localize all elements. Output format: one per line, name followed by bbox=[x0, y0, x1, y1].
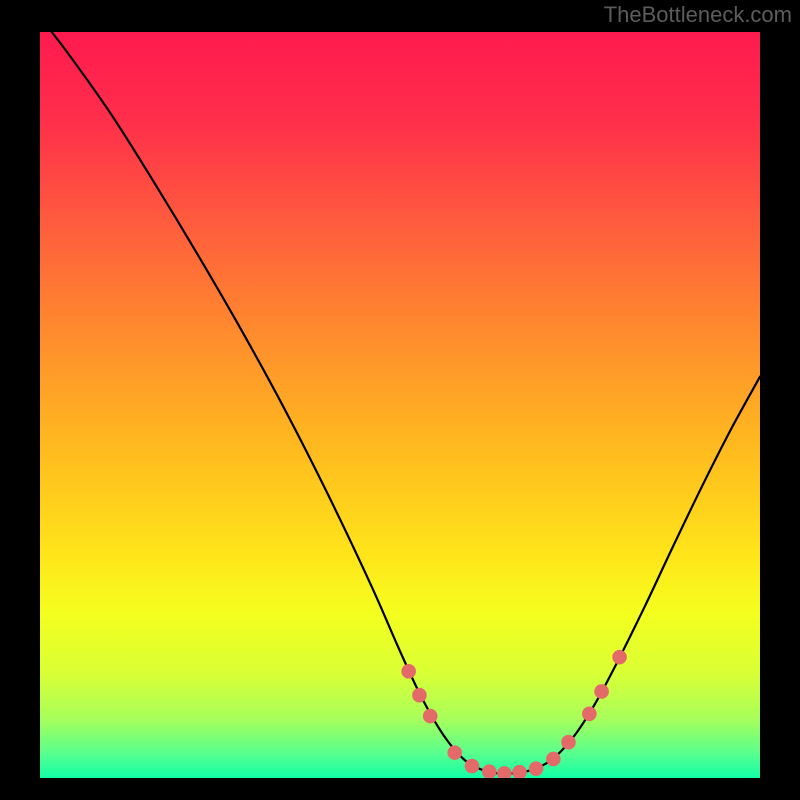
bottleneck-curve-chart bbox=[0, 0, 800, 800]
curve-marker bbox=[612, 650, 627, 665]
curve-marker bbox=[401, 664, 416, 679]
curve-marker bbox=[447, 745, 462, 760]
chart-stage: TheBottleneck.com bbox=[0, 0, 800, 800]
curve-marker bbox=[529, 761, 544, 776]
curve-marker bbox=[465, 759, 480, 774]
curve-marker bbox=[412, 688, 427, 703]
curve-marker bbox=[582, 707, 597, 722]
curve-marker bbox=[546, 752, 561, 767]
gradient-panel bbox=[40, 32, 760, 778]
curve-marker bbox=[594, 684, 609, 699]
curve-marker bbox=[482, 764, 497, 779]
curve-marker bbox=[512, 765, 527, 780]
curve-marker bbox=[423, 709, 438, 724]
curve-marker bbox=[497, 766, 512, 781]
curve-marker bbox=[561, 735, 576, 750]
watermark-text: TheBottleneck.com bbox=[604, 2, 792, 28]
